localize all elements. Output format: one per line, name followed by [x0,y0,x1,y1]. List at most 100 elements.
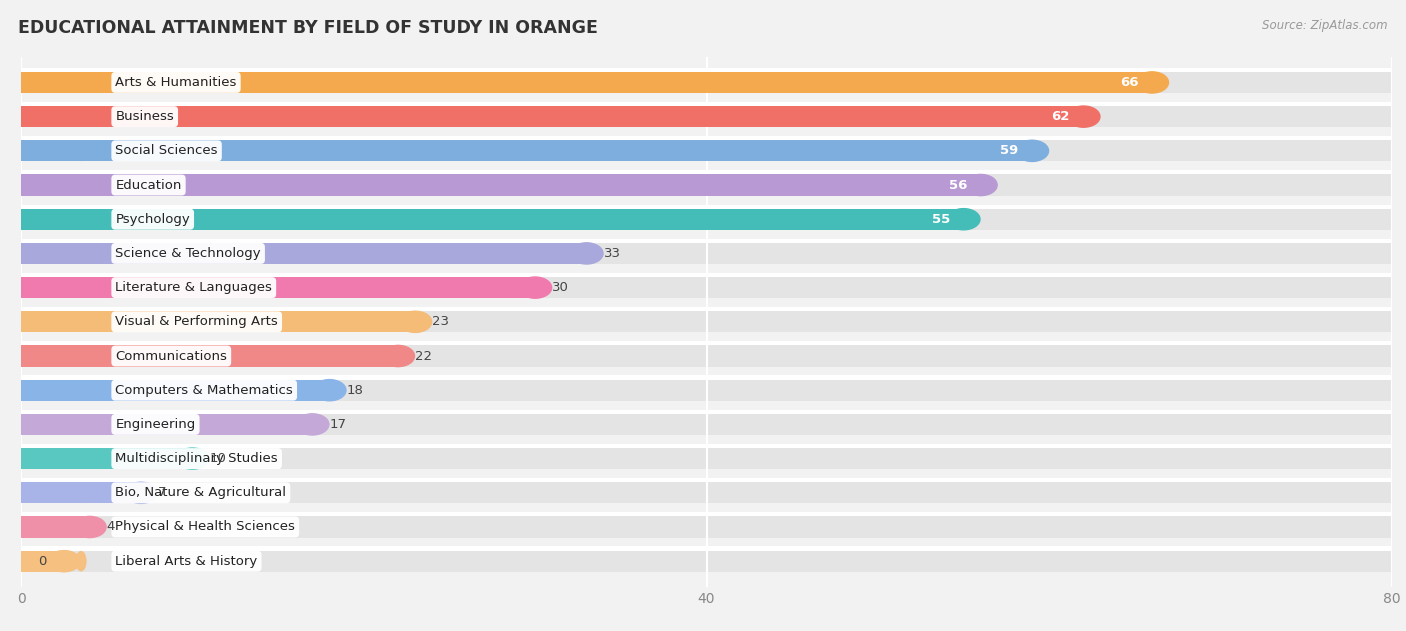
Bar [21,478,1392,482]
Text: Bio, Nature & Agricultural: Bio, Nature & Agricultural [115,487,287,499]
Bar [21,482,141,504]
Bar [21,174,1392,196]
Bar [21,136,1392,140]
Ellipse shape [519,277,551,298]
Bar [21,106,1392,127]
Bar [21,277,1392,298]
Bar [21,444,1392,448]
Bar [21,243,1392,264]
Text: 7: 7 [159,487,167,499]
Circle shape [76,483,86,502]
Bar [21,448,193,469]
Bar [21,546,1392,551]
Bar [21,551,63,572]
Text: 10: 10 [209,452,226,465]
Bar [21,375,1392,380]
Bar [21,512,1392,516]
Text: Business: Business [115,110,174,123]
Bar [21,174,981,196]
Text: Communications: Communications [115,350,228,362]
Text: 30: 30 [553,281,569,294]
Text: Visual & Performing Arts: Visual & Performing Arts [115,316,278,328]
Text: Physical & Health Sciences: Physical & Health Sciences [115,521,295,533]
Ellipse shape [314,380,346,401]
Bar [21,307,1392,311]
Text: 0: 0 [38,555,46,568]
Bar [21,106,1084,127]
Text: Literature & Languages: Literature & Languages [115,281,273,294]
Circle shape [76,346,86,365]
Bar [21,68,1392,72]
Bar [21,380,1392,401]
Text: Psychology: Psychology [115,213,190,226]
Text: Social Sciences: Social Sciences [115,144,218,157]
Bar [21,414,1392,435]
Circle shape [76,312,86,331]
Ellipse shape [399,311,432,333]
Ellipse shape [295,414,329,435]
Ellipse shape [73,516,105,538]
Bar [21,516,90,538]
Text: Engineering: Engineering [115,418,195,431]
Bar [21,243,586,264]
Text: 17: 17 [329,418,346,431]
Bar [21,209,1392,230]
Text: 55: 55 [932,213,950,226]
Ellipse shape [1067,106,1099,127]
Text: Liberal Arts & History: Liberal Arts & History [115,555,257,568]
Ellipse shape [125,482,157,504]
Circle shape [76,278,86,297]
Circle shape [76,244,86,263]
Text: EDUCATIONAL ATTAINMENT BY FIELD OF STUDY IN ORANGE: EDUCATIONAL ATTAINMENT BY FIELD OF STUDY… [18,19,598,37]
Text: Arts & Humanities: Arts & Humanities [115,76,236,89]
Bar [21,551,1392,572]
Circle shape [76,107,86,126]
Bar [21,209,963,230]
Bar [21,380,329,401]
Bar [21,345,1392,367]
Circle shape [76,517,86,536]
Circle shape [76,415,86,434]
Bar [21,277,536,298]
Ellipse shape [1136,72,1168,93]
Ellipse shape [48,551,80,572]
Text: Computers & Mathematics: Computers & Mathematics [115,384,292,397]
Text: Source: ZipAtlas.com: Source: ZipAtlas.com [1263,19,1388,32]
Text: 66: 66 [1119,76,1139,89]
Ellipse shape [965,174,997,196]
Bar [21,140,1392,162]
Bar [21,311,1392,333]
Text: 23: 23 [433,316,450,328]
Bar [21,341,1392,345]
Bar [21,72,1152,93]
Bar [21,204,1392,209]
Text: 18: 18 [347,384,364,397]
Text: 62: 62 [1052,110,1070,123]
Bar [21,72,1392,93]
Text: Education: Education [115,179,181,192]
Ellipse shape [569,243,603,264]
Circle shape [76,141,86,160]
Bar [21,448,1392,469]
Circle shape [76,73,86,92]
Ellipse shape [948,209,980,230]
Text: 4: 4 [107,521,115,533]
Ellipse shape [1015,140,1049,162]
Text: 59: 59 [1000,144,1018,157]
Text: Science & Technology: Science & Technology [115,247,262,260]
Circle shape [76,175,86,194]
Bar [21,345,398,367]
Bar [21,516,1392,538]
Bar [21,273,1392,277]
Text: 56: 56 [949,179,967,192]
Bar [21,410,1392,414]
Bar [21,482,1392,504]
Text: 22: 22 [415,350,432,362]
Circle shape [76,380,86,400]
Bar [21,140,1032,162]
Circle shape [76,551,86,571]
Bar [21,311,415,333]
Bar [21,102,1392,106]
Bar [21,414,312,435]
Text: Multidisciplinary Studies: Multidisciplinary Studies [115,452,278,465]
